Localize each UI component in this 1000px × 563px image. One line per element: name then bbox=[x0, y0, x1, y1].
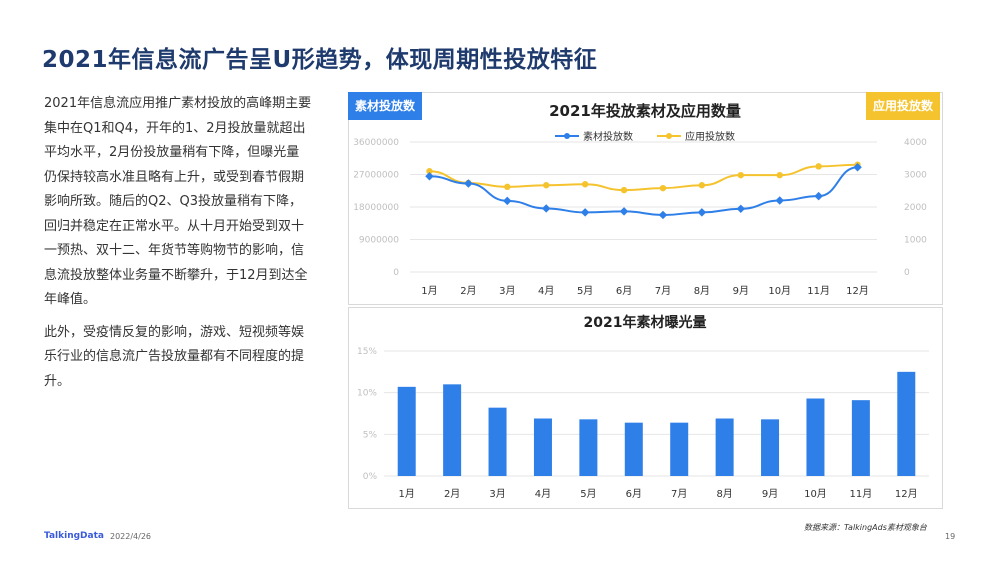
bar-chart: 2021年素材曝光量 0% 5% 10% 15% 1月 2月 3月 4月 5月 6月 7月 8月 9月 10… bbox=[357, 314, 929, 500]
series-point-2 bbox=[426, 168, 433, 175]
legend-label-2: 应用投放数 bbox=[685, 130, 735, 143]
talkingdata-logo: TalkingData bbox=[44, 531, 104, 541]
x-tick-label: 5月 bbox=[580, 488, 596, 500]
series-point-1 bbox=[503, 196, 512, 206]
x-tick-label: 8月 bbox=[716, 488, 732, 500]
series-point-2 bbox=[543, 182, 550, 189]
bar-chart-panel: 2021年素材曝光量 0% 5% 10% 15% 1月 2月 3月 4月 5月 6月 7月 8月 9月 10… bbox=[348, 307, 943, 509]
y-left-tick-label: 18000000 bbox=[353, 203, 399, 213]
series-point-1 bbox=[464, 179, 473, 188]
series-point-2 bbox=[581, 181, 589, 188]
bar bbox=[443, 384, 462, 476]
series-line-2 bbox=[429, 163, 858, 192]
x-tick-label: 5月 bbox=[577, 285, 593, 297]
page-title: 2021年信息流广告呈U形趋势，体现周期性投放特征 bbox=[42, 47, 598, 73]
y-left-tick-label: 0 bbox=[393, 268, 399, 278]
y-left-tick-label: 27000000 bbox=[353, 171, 399, 181]
right-axis-badge: 应用投放数 bbox=[866, 92, 941, 120]
y-tick-label: 5% bbox=[363, 430, 378, 440]
series-point-1 bbox=[853, 163, 862, 172]
paragraph-1: 2021年信息流应用推广素材投放的高峰期主要集中在Q1和Q4，开年的1、2月投放… bbox=[44, 96, 312, 307]
left-axis-badge: 素材投放数 bbox=[348, 92, 423, 120]
y-left-tick-label: 9000000 bbox=[359, 236, 399, 246]
series-point-1 bbox=[619, 207, 629, 216]
series-point-2 bbox=[815, 163, 822, 170]
x-tick-label: 2月 bbox=[444, 488, 460, 500]
x-tick-label: 6月 bbox=[626, 488, 642, 500]
x-tick-label: 11月 bbox=[850, 488, 873, 500]
x-tick-label: 12月 bbox=[846, 285, 869, 297]
x-tick-label: 8月 bbox=[694, 285, 710, 297]
x-tick-label: 4月 bbox=[538, 285, 554, 297]
data-source: 数据来源：TalkingAds素材观象台 bbox=[804, 523, 927, 532]
x-tick-label: 1月 bbox=[399, 488, 415, 500]
y-left-tick-label: 36000000 bbox=[353, 138, 399, 148]
page-number: 19 bbox=[945, 532, 956, 541]
bar bbox=[851, 400, 870, 476]
bar bbox=[806, 398, 825, 476]
x-tick-label: 12月 bbox=[895, 488, 918, 500]
x-tick-label: 3月 bbox=[489, 488, 505, 500]
x-tick-label: 3月 bbox=[499, 285, 515, 297]
y-tick-label: 15% bbox=[357, 347, 377, 357]
series-point-1 bbox=[541, 204, 551, 213]
series-point-2 bbox=[504, 183, 511, 191]
chart-title: 2021年投放素材及应用数量 bbox=[549, 102, 741, 120]
x-tick-label: 9月 bbox=[733, 285, 749, 297]
bar bbox=[397, 386, 416, 476]
chart-title: 2021年素材曝光量 bbox=[584, 314, 707, 331]
x-tick-label: 4月 bbox=[535, 488, 551, 500]
bar bbox=[533, 418, 552, 476]
series-point-1 bbox=[697, 208, 707, 217]
series-point-1 bbox=[658, 210, 668, 220]
bar bbox=[624, 422, 643, 476]
bar bbox=[579, 419, 598, 476]
y-tick-label: 10% bbox=[357, 389, 377, 399]
paragraph-2: 此外，受疫情反复的影响，游戏、短视频等娱乐行业的信息流广告投放量都有不同程度的提… bbox=[44, 324, 305, 389]
series-point-1 bbox=[814, 191, 823, 201]
bar bbox=[488, 407, 507, 476]
x-tick-label: 9月 bbox=[762, 488, 778, 500]
body-text: 2021年信息流应用推广素材投放的高峰期主要集中在Q1和Q4，开年的1、2月投放… bbox=[44, 92, 312, 402]
x-tick-label: 7月 bbox=[655, 285, 671, 297]
x-tick-label: 2月 bbox=[460, 285, 476, 297]
x-tick-label: 6月 bbox=[616, 285, 632, 297]
x-tick-label: 7月 bbox=[671, 488, 687, 500]
legend-marker-1 bbox=[564, 133, 570, 139]
y-right-tick-label: 2000 bbox=[904, 203, 927, 213]
bar bbox=[761, 419, 780, 476]
series-point-1 bbox=[580, 208, 590, 217]
y-right-tick-label: 4000 bbox=[904, 138, 927, 148]
series-point-1 bbox=[775, 196, 784, 205]
series-point-2 bbox=[659, 184, 667, 192]
report-date: 2022/4/26 bbox=[110, 532, 152, 541]
series-point-2 bbox=[776, 171, 783, 179]
series-point-1 bbox=[736, 204, 746, 214]
y-tick-label: 0% bbox=[363, 472, 378, 482]
y-right-tick-label: 1000 bbox=[904, 236, 927, 246]
x-tick-label: 10月 bbox=[768, 285, 791, 297]
x-tick-label: 1月 bbox=[421, 285, 437, 297]
series-point-2 bbox=[737, 171, 744, 179]
x-tick-label: 10月 bbox=[804, 488, 827, 500]
legend-label-1: 素材投放数 bbox=[583, 130, 633, 143]
series-point-2 bbox=[620, 186, 628, 194]
bar bbox=[670, 422, 689, 476]
legend-marker-2 bbox=[666, 133, 672, 139]
y-right-tick-label: 0 bbox=[904, 268, 910, 278]
bar bbox=[715, 418, 734, 476]
x-tick-label: 11月 bbox=[807, 285, 830, 297]
bar bbox=[897, 371, 916, 476]
series-point-2 bbox=[698, 182, 706, 189]
line-chart-panel: 2021年投放素材及应用数量 素材投放数 应用投放数 0 9000000 18000000… bbox=[348, 92, 943, 305]
y-right-tick-label: 3000 bbox=[904, 171, 927, 181]
series-point-1 bbox=[425, 172, 434, 181]
